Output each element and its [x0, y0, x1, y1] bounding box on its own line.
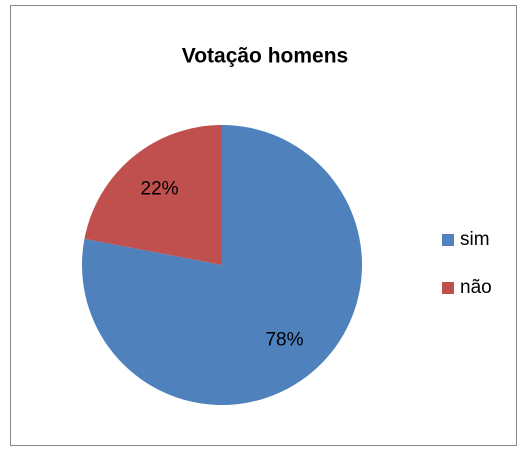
legend-label: não — [460, 277, 492, 298]
chart-title: Votação homens — [182, 45, 348, 68]
legend-swatch — [442, 282, 454, 294]
data-label: 78% — [265, 330, 303, 351]
legend-swatch — [442, 234, 454, 246]
pie-slice — [81, 125, 362, 405]
data-label: 22% — [141, 179, 179, 200]
legend-label: sim — [460, 229, 490, 250]
pie-slice — [84, 124, 222, 265]
